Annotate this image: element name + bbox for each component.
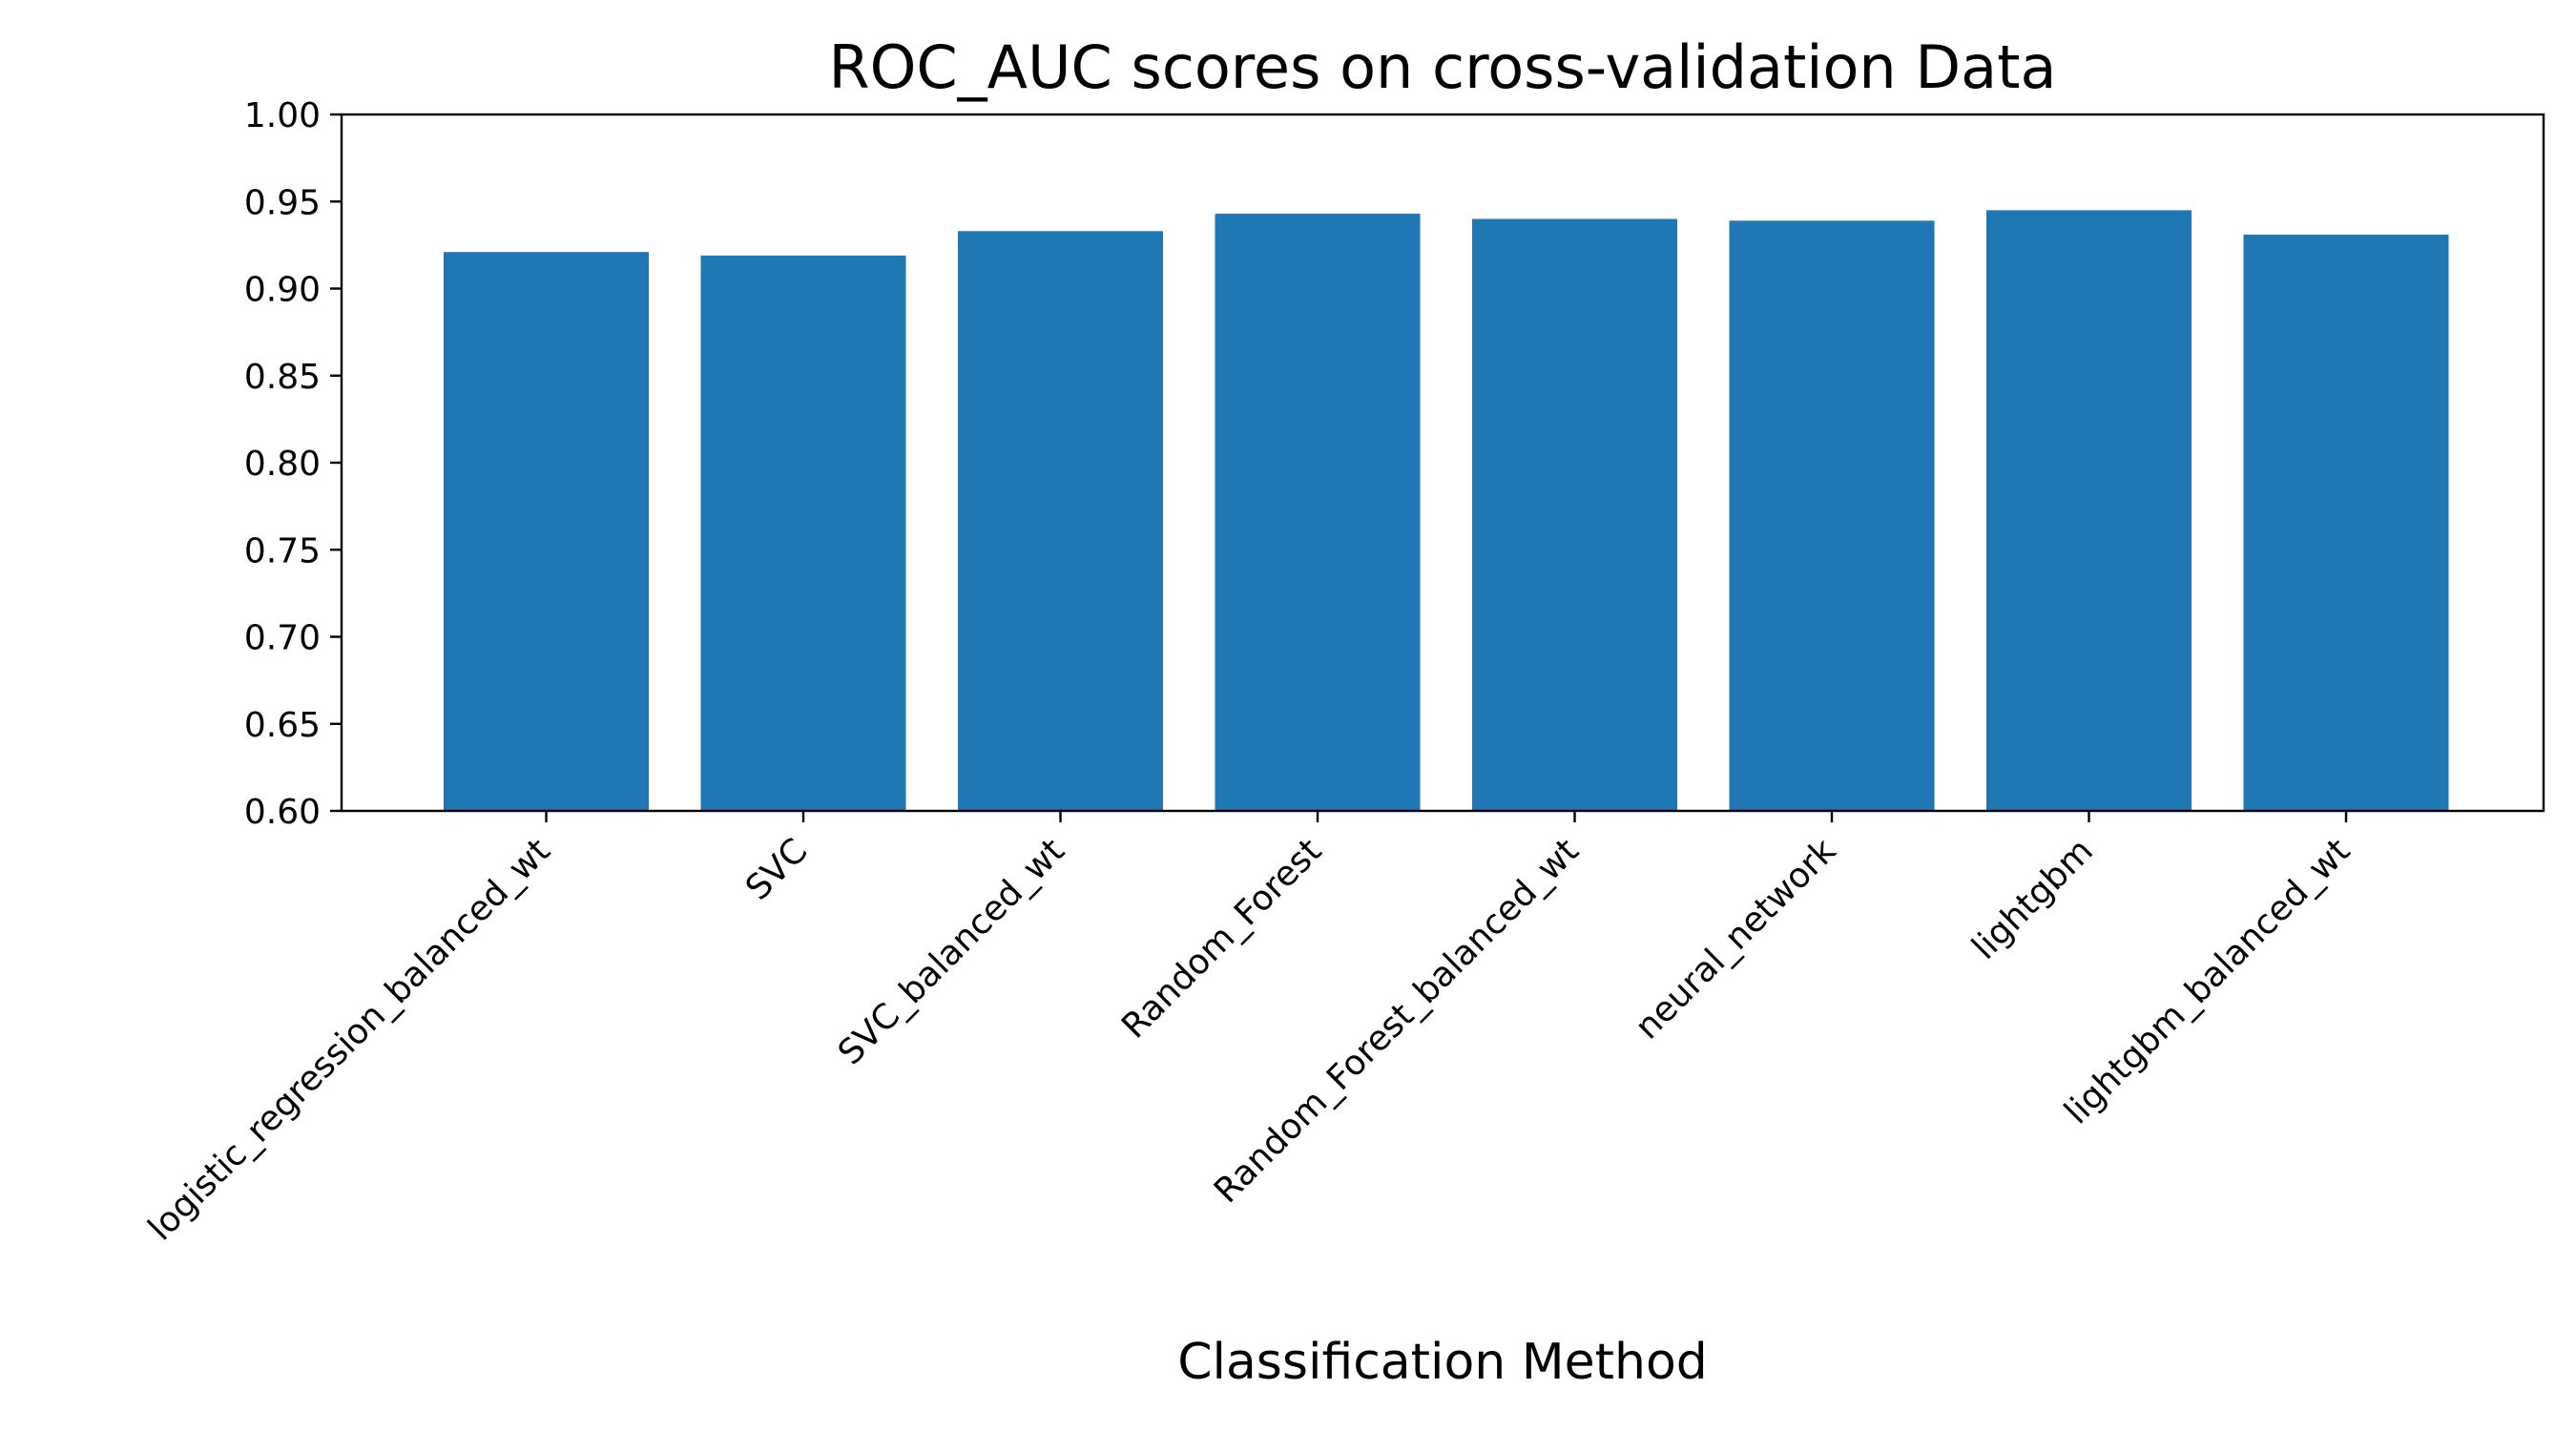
y-tick-label: 0.75 xyxy=(244,531,321,570)
bar-lightgbm xyxy=(1986,210,2192,811)
x-tick-label: logistic_regression_balanced_wt xyxy=(141,831,558,1248)
bar-random-forest xyxy=(1215,214,1421,811)
x-axis-label: Classification Method xyxy=(1177,1334,1708,1391)
plot-frame xyxy=(340,113,2545,813)
y-tick-label: 0.90 xyxy=(244,271,321,310)
x-tick-label: SVC_balanced_wt xyxy=(831,831,1072,1072)
bar-random-forest-balanced-wt xyxy=(1472,218,1677,811)
x-tick-label: Random_Forest xyxy=(1114,831,1329,1046)
x-axis: logistic_regression_balanced_wt SVC SVC_ba… xyxy=(141,811,2358,1249)
bars-group xyxy=(444,210,2449,812)
y-tick-label: 0.95 xyxy=(244,183,321,222)
bar-lightgbm-balanced-wt xyxy=(2243,234,2449,812)
y-tick-label: 0.70 xyxy=(244,619,321,658)
y-axis: 0.60 0.65 0.70 0.75 0.80 0.85 0.90 0.95 1.00 xyxy=(244,96,342,832)
bar-svc-balanced-wt xyxy=(958,231,1163,811)
bar-neural-network xyxy=(1729,220,1935,811)
bar-logistic-regression-balanced-wt xyxy=(444,252,649,811)
y-tick-label: 0.85 xyxy=(244,358,321,397)
x-tick-label: SVC xyxy=(738,831,815,907)
y-tick-label: 1.00 xyxy=(244,96,321,135)
chart-title: ROC_AUC scores on cross-validation Data xyxy=(829,32,2057,102)
y-tick-label: 0.65 xyxy=(244,706,321,745)
y-tick-label: 0.80 xyxy=(244,445,321,484)
y-tick-label: 0.60 xyxy=(244,793,321,832)
x-tick-label: lightgbm_balanced_wt xyxy=(2057,831,2358,1131)
x-tick-label: lightgbm xyxy=(1964,831,2101,967)
x-tick-label: neural_network xyxy=(1628,831,1843,1047)
bar-svc xyxy=(700,255,906,811)
